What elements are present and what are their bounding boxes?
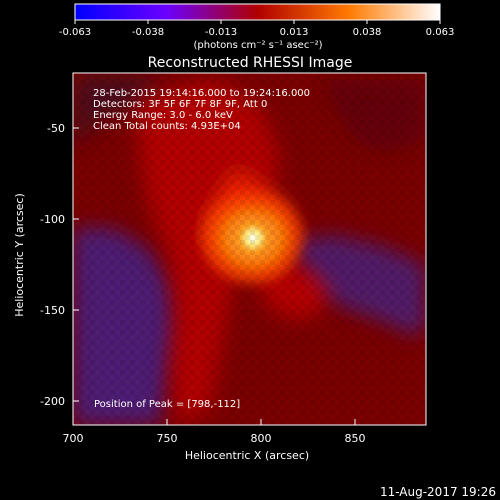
observation-time: 28-Feb-2015 19:14:16.000 to 19:24:16.000	[93, 88, 310, 99]
colorbar: -0.063 -0.038 -0.013 0.013 0.038 0.063 (…	[59, 3, 455, 51]
y-tick-label: -200	[40, 395, 65, 408]
colorbar-gradient	[74, 3, 441, 21]
rhessi-image: 28-Feb-2015 19:14:16.000 to 19:24:16.000…	[72, 72, 427, 426]
colorbar-tick-label: -0.013	[205, 27, 237, 38]
total-counts: Clean Total counts: 4.93E+04	[93, 121, 241, 132]
plot-title: Reconstructed RHESSI Image	[148, 55, 353, 71]
detectors-info: Detectors: 3F 5F 6F 7F 8F 9F, Att 0	[93, 99, 267, 110]
x-tick-label: 700	[63, 432, 84, 445]
colorbar-units-label: (photons cm⁻² s⁻¹ asec⁻²)	[193, 40, 322, 51]
y-tick-label: -100	[40, 213, 65, 226]
x-tick-label: 750	[157, 432, 178, 445]
y-tick-label: -150	[40, 304, 65, 317]
x-tick-label: 800	[251, 432, 272, 445]
peak-position: Position of Peak = [798,-112]	[94, 399, 240, 410]
plot-frame	[72, 72, 427, 426]
y-tick-label: -50	[47, 122, 65, 135]
y-axis: -50 -100 -150 -200 Heliocentric Y (arcse…	[13, 122, 79, 408]
colorbar-tick-label: -0.063	[59, 27, 91, 38]
x-axis: 700 750 800 850 Heliocentric X (arcsec)	[63, 419, 366, 462]
colorbar-tick-label: 0.013	[280, 27, 309, 38]
colorbar-tick-label: -0.038	[132, 27, 164, 38]
y-axis-label: Heliocentric Y (arcsec)	[13, 193, 26, 317]
colorbar-tick-label: 0.038	[353, 27, 382, 38]
energy-range: Energy Range: 3.0 - 6.0 keV	[93, 110, 233, 121]
x-axis-label: Heliocentric X (arcsec)	[185, 449, 309, 462]
generated-timestamp: 11-Aug-2017 19:26	[380, 485, 496, 499]
x-tick-label: 850	[345, 432, 366, 445]
colorbar-tick-label: 0.063	[426, 27, 455, 38]
